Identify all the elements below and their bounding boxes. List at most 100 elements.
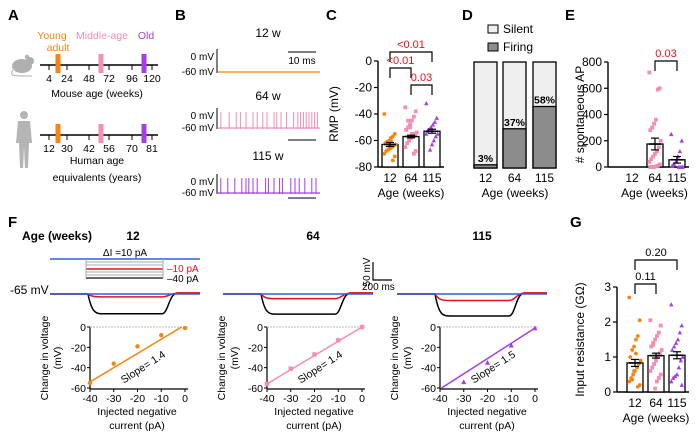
data-point bbox=[651, 342, 656, 347]
mouse-icon bbox=[12, 54, 34, 73]
linear-fit-line bbox=[441, 327, 536, 389]
human-age-marker bbox=[55, 124, 61, 143]
iv-x-tick-label: -30 bbox=[283, 393, 298, 405]
panel-label-b: B bbox=[175, 7, 186, 24]
firing-segment bbox=[532, 105, 557, 169]
data-point bbox=[635, 334, 640, 338]
data-point bbox=[674, 372, 680, 377]
y-axis-label: RMP (mV) bbox=[327, 86, 341, 142]
data-point bbox=[656, 376, 661, 380]
data-point bbox=[655, 149, 659, 154]
slope-label: Slope= 1.4 bbox=[119, 349, 168, 387]
data-point bbox=[655, 334, 659, 338]
iv-y-tick-label: -40 bbox=[421, 363, 436, 375]
x-tick-label: 64 bbox=[648, 171, 662, 185]
mouse-tail bbox=[11, 69, 32, 77]
data-point bbox=[676, 365, 682, 370]
data-point bbox=[628, 355, 633, 359]
data-point bbox=[648, 369, 653, 373]
iv-x-tick-label: -10 bbox=[504, 393, 519, 405]
voltage-scale-label: 50 mV bbox=[362, 257, 373, 286]
iv-data-point bbox=[336, 338, 341, 343]
x-tick-label: 115 bbox=[667, 171, 686, 185]
delta-current-label: ΔI =10 pA bbox=[103, 248, 148, 259]
data-point bbox=[627, 379, 632, 384]
significance-bracket bbox=[634, 259, 678, 270]
mouse-tick-label: 120 bbox=[143, 73, 161, 85]
human-axis-label: Human age bbox=[70, 155, 124, 167]
iv-x-axis-label-2: current (pA) bbox=[459, 420, 514, 432]
data-point bbox=[428, 124, 434, 130]
data-point bbox=[410, 118, 414, 123]
data-point bbox=[638, 358, 643, 363]
response-trace-40pA bbox=[223, 292, 373, 315]
black-current-label: –40 pA bbox=[167, 274, 199, 285]
data-point bbox=[630, 377, 635, 382]
iv-x-axis-label: Injected negative bbox=[447, 406, 527, 418]
iv-data-point bbox=[159, 332, 164, 338]
mouse-ear bbox=[24, 54, 30, 60]
data-point bbox=[647, 159, 652, 164]
iv-y-tick-label: -40 bbox=[248, 363, 263, 375]
red-current-label: –10 pA bbox=[167, 264, 199, 275]
iv-x-axis-label-2: current (pA) bbox=[109, 420, 164, 432]
iv-x-tick-label: 0 bbox=[182, 393, 188, 405]
iv-y-axis-label-2: (mV) bbox=[52, 347, 64, 370]
p-value-label: 0.20 bbox=[645, 247, 666, 259]
data-point bbox=[424, 131, 429, 136]
significance-bracket bbox=[634, 283, 657, 294]
y-tick-label: 0 bbox=[604, 385, 611, 399]
p-value-label: <0.01 bbox=[387, 55, 415, 67]
mouse-tick-label: 24 bbox=[61, 73, 73, 85]
time-scale-label: 10 ms bbox=[288, 56, 315, 67]
y-tick-label: 400 bbox=[582, 108, 602, 122]
data-point bbox=[670, 347, 675, 352]
panel-label-g: G bbox=[570, 214, 582, 231]
p-value-label: <0.01 bbox=[397, 39, 425, 51]
data-point bbox=[424, 101, 429, 106]
data-point bbox=[412, 131, 417, 136]
data-point bbox=[406, 118, 411, 123]
iv-data-point bbox=[182, 325, 188, 331]
data-point bbox=[405, 141, 410, 146]
human-tick-label: 12 bbox=[43, 143, 55, 155]
data-point bbox=[654, 358, 658, 363]
y-tick-label: 1 bbox=[604, 350, 611, 364]
trace-label: 115 w bbox=[252, 149, 283, 163]
y-tick-label: -80 bbox=[355, 160, 373, 174]
x-tick-label: 64 bbox=[404, 171, 418, 185]
panel-label-f: F bbox=[8, 214, 17, 231]
firing-segment bbox=[502, 128, 527, 169]
data-point bbox=[648, 128, 653, 133]
legend-silent-swatch bbox=[487, 24, 499, 34]
data-point bbox=[404, 128, 409, 132]
data-point bbox=[647, 70, 652, 75]
data-point bbox=[654, 117, 658, 122]
trace-label: 64 w bbox=[255, 89, 281, 103]
data-point bbox=[679, 138, 684, 143]
data-point bbox=[659, 348, 664, 352]
legend-firing-swatch bbox=[487, 42, 499, 52]
human-tick-label: 70 bbox=[126, 143, 138, 155]
iv-y-axis-label: Change in voltage bbox=[216, 316, 228, 401]
iv-data-point bbox=[508, 342, 514, 348]
age-group-label: 12 bbox=[126, 229, 140, 243]
mouse-head bbox=[26, 57, 34, 65]
holding-potential-label: -65 mV bbox=[10, 283, 49, 297]
y-tick-label: -40 bbox=[355, 107, 373, 121]
x-tick-label: 115 bbox=[535, 171, 554, 185]
iv-x-tick-label: -20 bbox=[130, 393, 145, 405]
significance-bracket bbox=[654, 60, 678, 71]
x-tick-label: 12 bbox=[479, 171, 493, 185]
legend-young-label: Young bbox=[37, 30, 67, 42]
x-axis-label: Age (weeks) bbox=[621, 186, 688, 200]
x-axis-label: Age (weeks) bbox=[623, 411, 690, 425]
data-point bbox=[413, 109, 418, 114]
iv-x-axis-label: Injected negative bbox=[97, 406, 177, 418]
x-tick-label: 115 bbox=[422, 171, 441, 185]
firing-percent-label: 58% bbox=[534, 95, 556, 107]
data-point bbox=[389, 138, 393, 143]
iv-x-tick-label: -40 bbox=[82, 393, 97, 405]
data-point bbox=[434, 115, 439, 120]
data-point bbox=[648, 318, 653, 323]
